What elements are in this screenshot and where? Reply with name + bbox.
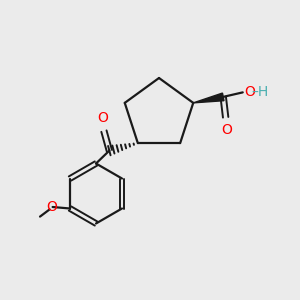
Text: –H: –H <box>251 85 268 99</box>
Text: O: O <box>221 123 232 137</box>
Text: O: O <box>97 111 108 125</box>
Text: O: O <box>46 200 57 214</box>
Polygon shape <box>193 93 224 103</box>
Text: O: O <box>244 85 255 99</box>
